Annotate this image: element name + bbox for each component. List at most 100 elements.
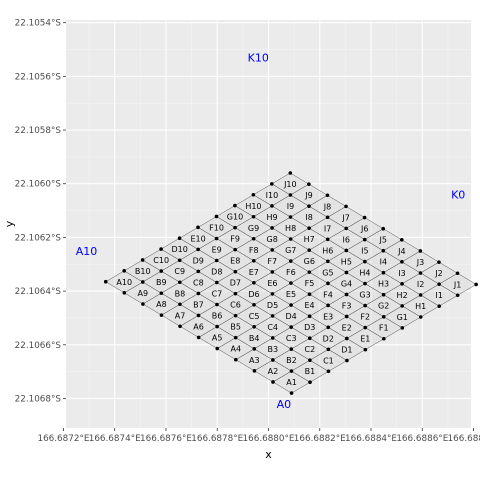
grid-point [326,369,331,374]
grid-point [418,249,423,253]
cell-label: H2 [397,291,408,300]
grid-point [289,281,293,285]
cell-labels: A1 A2 A3 A4 A5 A6 A7 A8 A9 A10 B1 B2 B3 B4 B5 B6 B7 B8 B9 B… [116,180,461,387]
grid-point [381,270,386,275]
cell-label: F3 [342,301,352,310]
grid-point [344,226,348,231]
cell-label: E4 [305,301,315,310]
grid-point [270,226,274,230]
cell-label: J6 [360,225,368,234]
grid-point [363,281,367,286]
cell-label: B3 [268,345,279,354]
cell-label: B4 [249,334,260,343]
cell-label: B5 [230,323,241,332]
x-tick-label: 166.6880°E [243,434,295,444]
x-axis-title: x [265,448,272,461]
cell-label: G2 [378,302,389,311]
cell-label: D7 [230,279,241,288]
grid-point [288,215,293,219]
grid-point [455,271,460,276]
grid-point [381,248,386,253]
cell-label: C10 [153,256,169,265]
grid-point [418,293,423,297]
grid-point [252,347,257,351]
grid-point [307,292,312,296]
grid-point [289,347,294,351]
cell-label: A3 [249,356,260,365]
grid-point [159,269,164,273]
x-axis: 166.6872°E 166.6874°E 166.6876°E 166.6878°E… [37,428,480,444]
grid-point [177,236,182,241]
grid-point [196,335,201,340]
cell-label: E8 [230,257,240,266]
cell-label: E3 [323,312,333,321]
cell-label: G3 [359,291,370,300]
grid-point [251,214,256,219]
grid-point [233,225,237,230]
grid-point [270,248,275,252]
grid-point [344,248,349,253]
grid-point [418,315,423,319]
grid-point [271,358,275,362]
cell-label: G9 [248,224,259,233]
x-tick-label: 166.6876°E [140,434,192,444]
grid-point [270,314,275,318]
cell-label: A7 [175,311,186,320]
cell-label: E9 [212,246,222,255]
grid-point [400,304,404,308]
cell-label: E1 [360,335,370,344]
grid-point [455,293,460,298]
cell-label: C7 [212,290,223,299]
y-tick-label: 22.1066°S [15,341,62,351]
grid-point [251,192,256,197]
grid-point [308,358,312,363]
grid-point [308,380,312,385]
grid-point [270,292,275,296]
grid-point [288,193,293,197]
grid-point [381,226,386,231]
grid-points [103,171,478,395]
cell-label: C6 [230,301,241,310]
grid-point [234,357,238,362]
cell-label: A4 [230,345,241,354]
y-tick-label: 22.1058°S [15,126,62,136]
grid-point [363,303,367,308]
grid-point [270,204,274,208]
grid-point [307,248,312,252]
cell-label: C5 [249,312,260,321]
y-tick-label: 22.1062°S [15,233,62,243]
cell-label: J3 [416,258,424,267]
y-tick-label: 22.1056°S [15,72,62,82]
cell-label: A10 [116,278,132,287]
cell-label: B7 [193,300,204,309]
grid-point [400,260,404,264]
grid-point [326,303,330,308]
grid-point [381,314,386,319]
corner-label: A0 [277,398,292,411]
cell-label: C8 [193,278,204,287]
grid-point [344,204,348,209]
grid-point [289,259,293,263]
cell-label: G8 [267,235,278,244]
cell-label: D4 [285,312,296,321]
grid-point [196,225,200,230]
x-tick-label: 166.6872°E [37,434,89,444]
grid-point [400,282,404,286]
grid-point [400,326,405,330]
grid-point [178,324,182,329]
cell-label: E10 [190,234,205,243]
corner-labels: A0 K0 K10 A10 [76,52,466,411]
cell-label: H4 [359,269,370,278]
cell-label: H8 [285,224,296,233]
cell-label: J7 [341,213,349,222]
cell-label: G5 [322,268,333,277]
grid-point [271,380,275,384]
grid-point [215,280,219,285]
cell-label: G6 [304,257,315,266]
cell-label: F9 [230,235,240,244]
cell-label: B8 [175,289,186,298]
cell-label: A2 [268,367,279,376]
cell-label: F8 [249,246,259,255]
cell-label: E7 [249,268,259,277]
